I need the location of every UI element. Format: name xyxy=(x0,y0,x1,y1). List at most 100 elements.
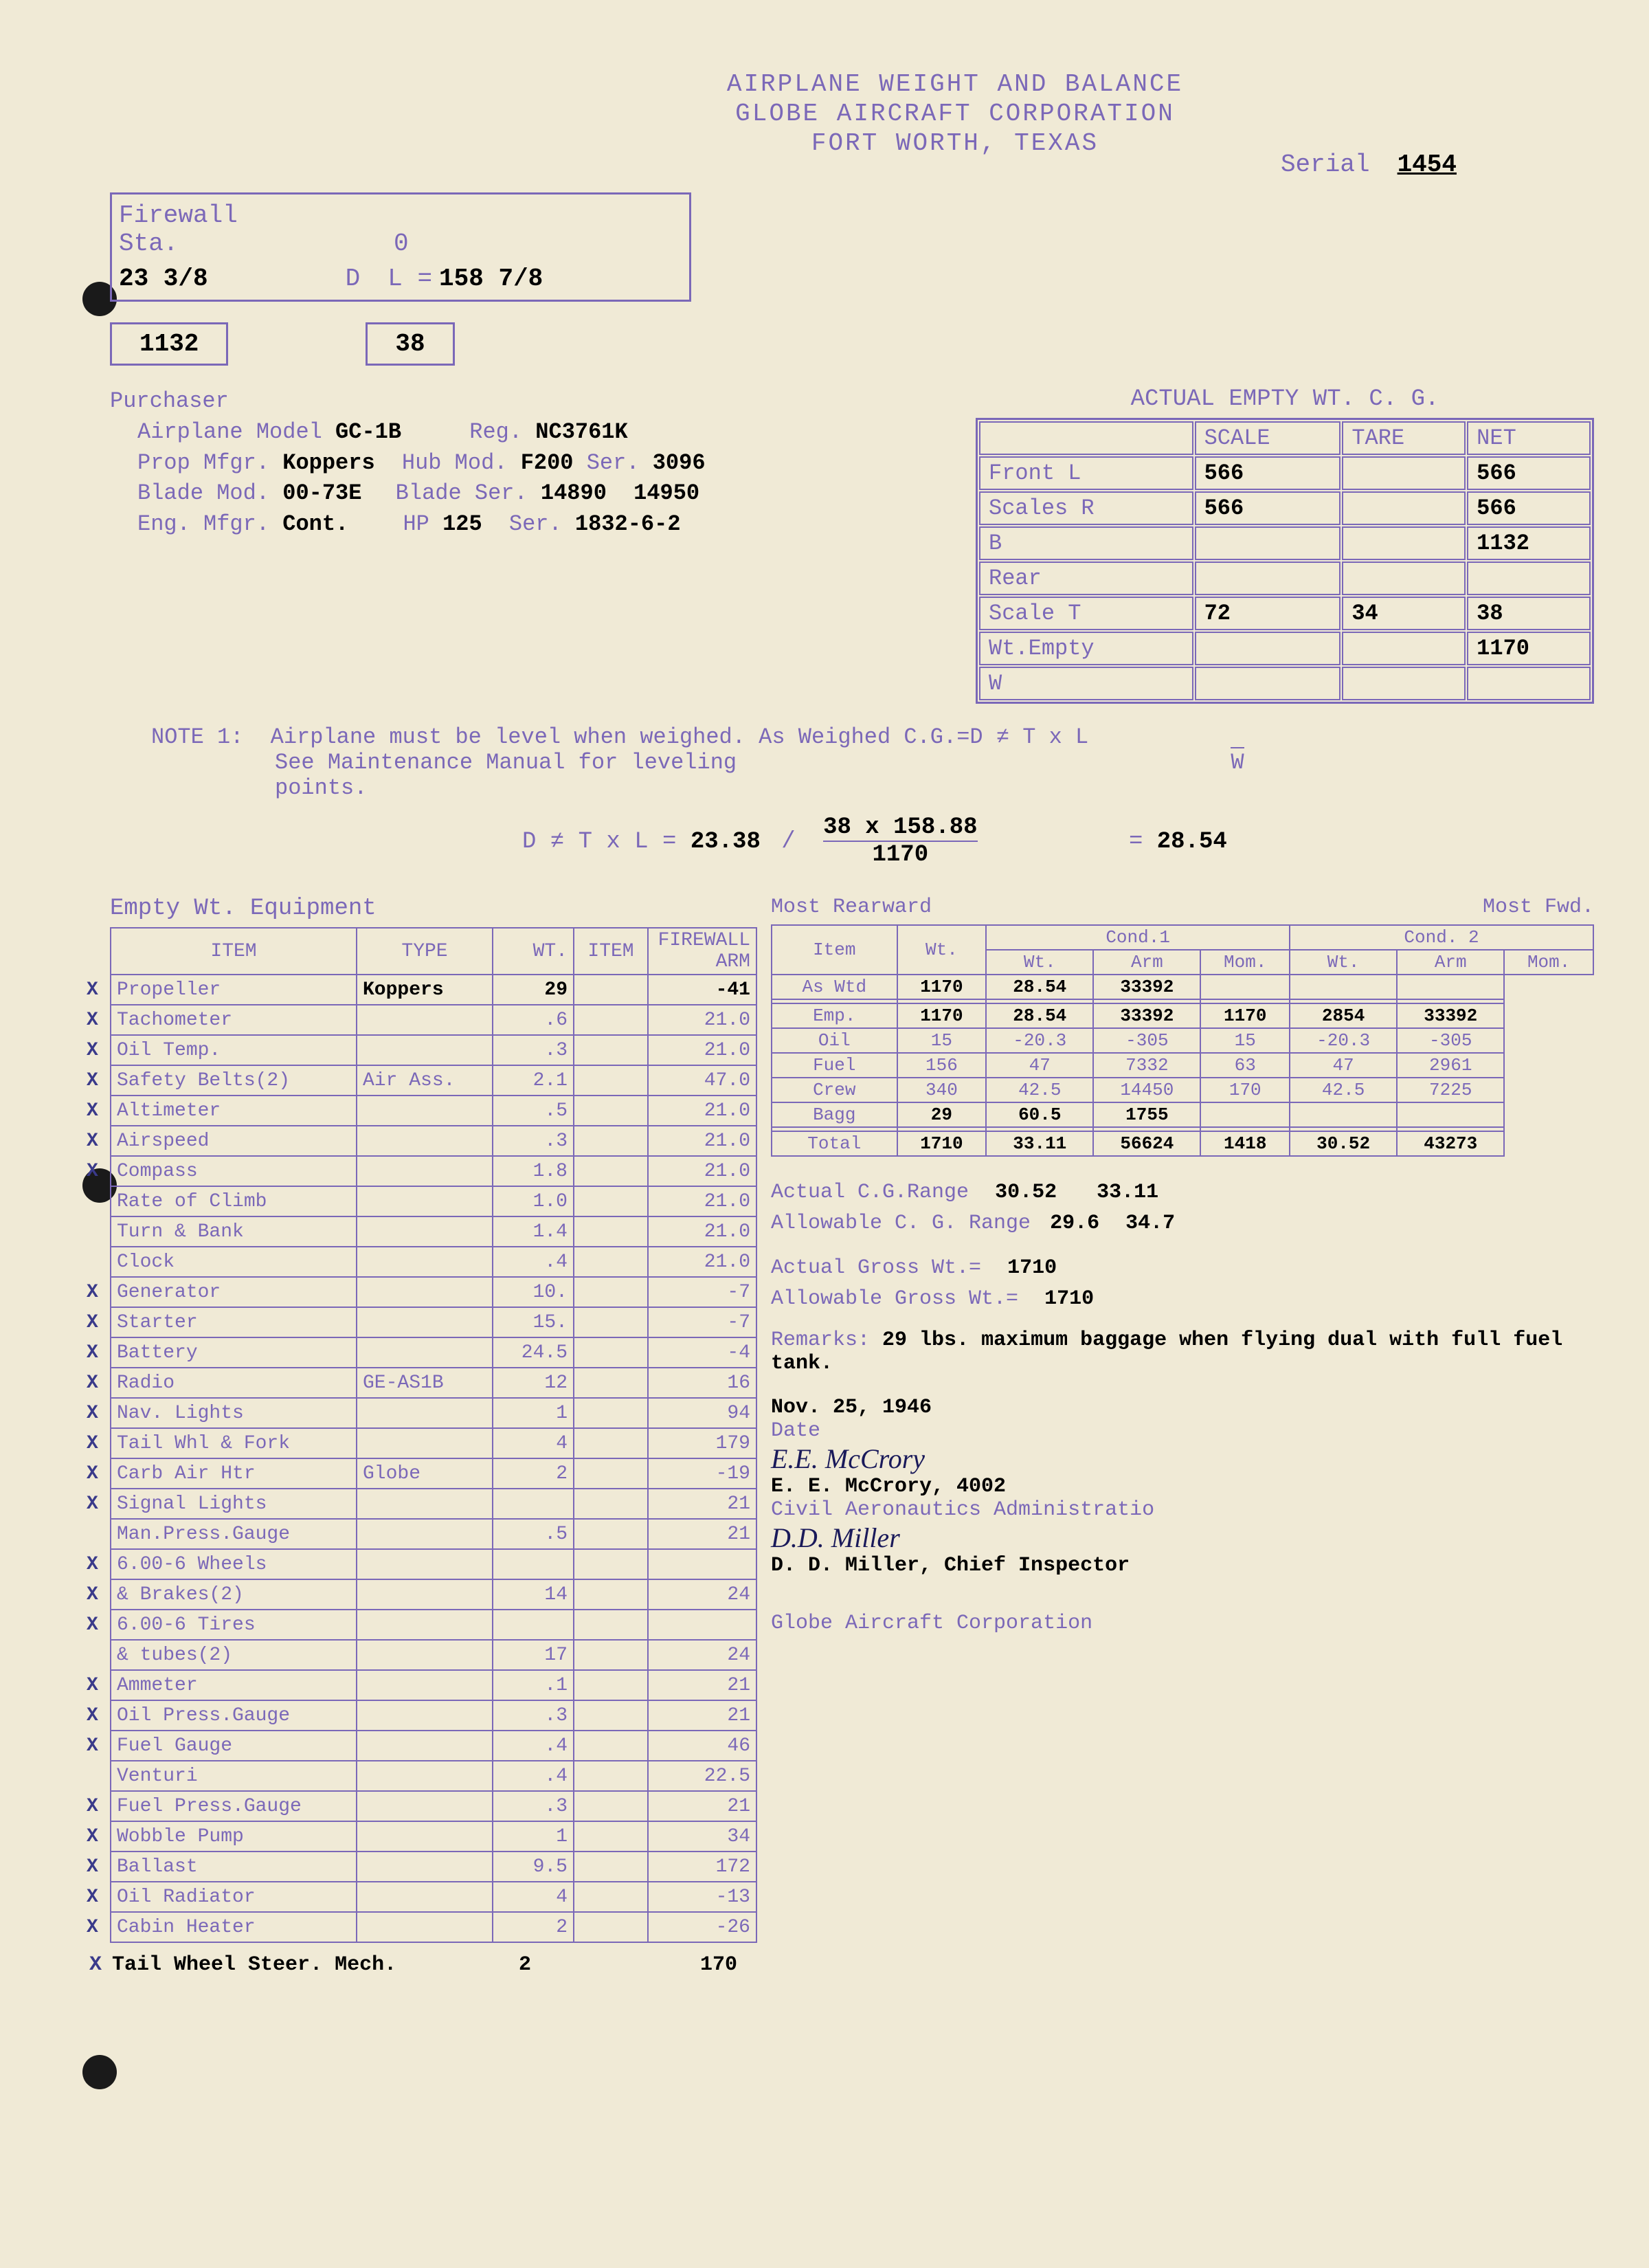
equip-wt: 17 xyxy=(493,1640,574,1670)
wt-row-tare xyxy=(1342,632,1466,665)
equip-wt: .4 xyxy=(493,1247,574,1277)
equip-item: XPropeller xyxy=(111,975,357,1005)
cond-hdr-c2: Cond. 2 xyxy=(1290,925,1593,950)
equip-item: Clock xyxy=(111,1247,357,1277)
equip-item2 xyxy=(574,1458,648,1489)
cond-sub-arm2: Arm xyxy=(1397,950,1504,975)
wt-row-tare xyxy=(1342,562,1466,595)
cond-arm2: 47 xyxy=(1290,1053,1397,1078)
equip-wt: 29 xyxy=(493,975,574,1005)
wt-row-scale xyxy=(1195,632,1341,665)
conditions-block: Most Rearward Most Fwd. Item Wt. Cond.1 … xyxy=(771,896,1594,1977)
reg-label: Reg. xyxy=(469,419,522,445)
cond-arm2 xyxy=(1290,975,1397,999)
equip-type: Globe xyxy=(357,1458,493,1489)
d-label: D xyxy=(346,265,361,293)
equip-wt: 4 xyxy=(493,1882,574,1912)
hub-value: F200 xyxy=(521,450,574,476)
equip-item: Man.Press.Gauge xyxy=(111,1519,357,1549)
tare-header: TARE xyxy=(1342,421,1466,455)
equip-item2 xyxy=(574,1126,648,1156)
equip-wt: .5 xyxy=(493,1519,574,1549)
equip-hdr-item2: ITEM xyxy=(574,928,648,975)
equip-arm xyxy=(648,1610,756,1640)
cond-hdr-wt: Wt. xyxy=(897,925,987,975)
equip-wt: 14 xyxy=(493,1579,574,1610)
equip-item2 xyxy=(574,1428,648,1458)
note-label: NOTE 1: xyxy=(151,724,243,750)
gross-value: 1710 xyxy=(1007,1256,1057,1280)
equip-wt: 15. xyxy=(493,1307,574,1337)
equip-wt: .6 xyxy=(493,1005,574,1035)
equip-item2 xyxy=(574,1912,648,1942)
hub-ser-value: 3096 xyxy=(653,450,706,476)
firewall-box: Firewall Sta. 0 23 3/8 D L = 158 7/8 xyxy=(110,192,691,302)
equip-arm: 21.0 xyxy=(648,1035,756,1065)
equip-wt: .3 xyxy=(493,1791,574,1821)
formula-v1: 23.38 xyxy=(691,829,761,855)
equip-wt: 1.4 xyxy=(493,1216,574,1247)
hub-label: Hub Mod. xyxy=(402,450,508,476)
wt-row-tare xyxy=(1342,456,1466,490)
equip-item: XFuel Press.Gauge xyxy=(111,1791,357,1821)
equip-type xyxy=(357,1640,493,1670)
cond-wt2: 1170 xyxy=(1200,1003,1290,1028)
cond-arm1: 60.5 xyxy=(986,1102,1093,1127)
eng-ser-label: Ser. xyxy=(509,511,562,537)
equip-hdr-item: ITEM xyxy=(111,928,357,975)
serial-row: Serial 1454 xyxy=(110,151,1457,179)
wt-row-net: 38 xyxy=(1467,597,1591,630)
wt-row-label: Scales R xyxy=(979,491,1193,525)
box-2: 38 xyxy=(366,322,454,366)
equip-item2 xyxy=(574,1882,648,1912)
cond-mom2: 43273 xyxy=(1397,1131,1504,1156)
blade-ser-label: Blade Ser. xyxy=(396,480,528,506)
equip-item2 xyxy=(574,1700,648,1731)
cond-arm1: 28.54 xyxy=(986,1003,1093,1028)
equip-item: XAirspeed xyxy=(111,1126,357,1156)
equip-arm: 16 xyxy=(648,1368,756,1398)
equip-item: Turn & Bank xyxy=(111,1216,357,1247)
cond-wt1: 340 xyxy=(897,1078,987,1102)
equip-wt: .1 xyxy=(493,1670,574,1700)
cond-hdr-c1: Cond.1 xyxy=(986,925,1290,950)
equip-arm: 21 xyxy=(648,1700,756,1731)
equip-item2 xyxy=(574,1307,648,1337)
equip-type xyxy=(357,1489,493,1519)
extra-item: Tail Wheel Steer. Mech. xyxy=(112,1953,407,1977)
actual-cg-v2: 33.11 xyxy=(1097,1181,1158,1204)
cond-mom2 xyxy=(1397,975,1504,999)
equip-item: X6.00-6 Wheels xyxy=(111,1549,357,1579)
equip-type xyxy=(357,1549,493,1579)
equip-item2 xyxy=(574,1216,648,1247)
wt-row-tare xyxy=(1342,667,1466,700)
wt-row-net xyxy=(1467,562,1591,595)
allow-cg-v2: 34.7 xyxy=(1125,1212,1175,1235)
equip-type xyxy=(357,1852,493,1882)
equip-item: XOil Press.Gauge xyxy=(111,1700,357,1731)
extra-wt: 2 xyxy=(407,1953,531,1977)
cond-mom1: 33392 xyxy=(1093,975,1200,999)
cond-mom2: 33392 xyxy=(1397,1003,1504,1028)
box-1: 1132 xyxy=(110,322,228,366)
equip-type xyxy=(357,1821,493,1852)
equip-type xyxy=(357,1912,493,1942)
note-text2: See Maintenance Manual for leveling xyxy=(275,750,737,775)
equip-arm: 21.0 xyxy=(648,1216,756,1247)
l-label: L = xyxy=(388,265,432,293)
equip-wt: 2 xyxy=(493,1458,574,1489)
equip-wt: .5 xyxy=(493,1096,574,1126)
equip-item: XTail Whl & Fork xyxy=(111,1428,357,1458)
header-line-1: AIRPLANE WEIGHT AND BALANCE xyxy=(316,70,1594,98)
firewall-val1: 23 3/8 xyxy=(119,265,208,293)
equip-arm: 21 xyxy=(648,1489,756,1519)
equip-item: XFuel Gauge xyxy=(111,1731,357,1761)
equip-arm: 21.0 xyxy=(648,1096,756,1126)
equip-item2 xyxy=(574,1096,648,1126)
cond-arm1: 33.11 xyxy=(986,1131,1093,1156)
equip-item2 xyxy=(574,1035,648,1065)
cond-mom1: 1755 xyxy=(1093,1102,1200,1127)
equip-item2 xyxy=(574,1186,648,1216)
equip-wt: .3 xyxy=(493,1035,574,1065)
equip-item: XBallast xyxy=(111,1852,357,1882)
